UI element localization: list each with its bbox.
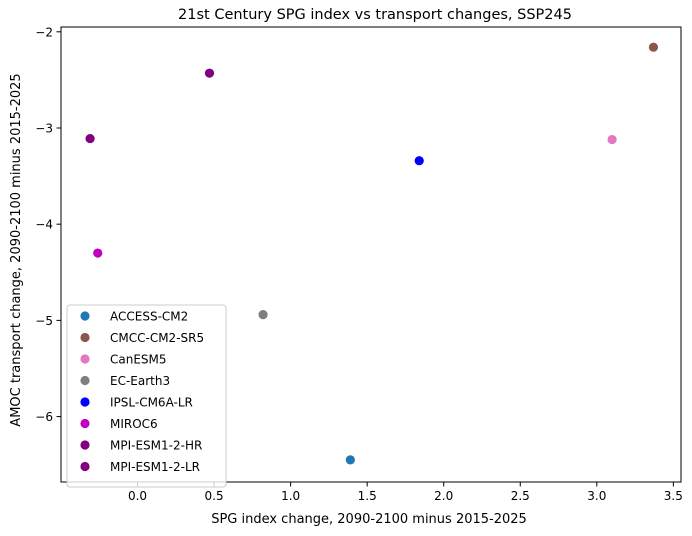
legend: ACCESS-CM2 CMCC-CM2-SR5 CanESM5 EC-Earth3 IP… [66,304,227,488]
point-miroc6 [93,248,103,258]
legend-label: MIROC6 [110,417,158,431]
x-tick-label: 2.5 [511,489,530,503]
x-tick-label: 0.0 [128,489,147,503]
x-tick-label: 1.0 [281,489,300,503]
point-canesm5 [607,134,617,145]
chart-title: 21st Century SPG index vs transport chan… [178,7,572,23]
x-axis-label: SPG index change, 2090-2100 minus 2015-2… [211,512,527,527]
x-tick-label: 2.0 [434,489,453,503]
y-tick-label: −2 [35,25,53,39]
legend-label: CanESM5 [110,353,167,367]
y-tick-label: −3 [35,122,53,136]
legend-marker [80,418,90,429]
point-mpi-esm1-2-lr [204,68,215,78]
legend-label: EC-Earth3 [110,374,170,388]
plot-area [85,42,659,465]
x-tick-label: 0.5 [205,489,224,503]
point-cmcc-cm2-sr5 [648,42,659,52]
y-axis-label: AMOC transport change, 2090-2100 minus 2… [9,73,24,426]
y-tick-label: −4 [35,218,53,232]
point-ipsl-cm6a-lr [414,156,424,166]
legend-marker [80,311,90,321]
y-tick-label: −5 [35,314,53,328]
x-tick-label: 3.0 [587,489,606,503]
legend-box [66,304,227,488]
legend-marker [80,440,90,450]
axes-frame [60,26,682,483]
legend-label: CMCC-CM2-SR5 [110,331,204,345]
legend-marker [80,461,90,472]
legend-label: MPI-ESM1-2-HR [110,439,202,453]
point-access-cm2 [345,455,355,465]
legend-label: MPI-ESM1-2-LR [110,460,200,474]
legend-marker [80,397,90,407]
x-axis: 0.0 0.5 1.0 1.5 2.0 2.5 3.0 3.5 [128,482,683,503]
x-tick-label: 3.5 [664,489,683,503]
y-tick-label: −6 [35,410,53,424]
legend-marker [80,375,90,386]
legend-label: IPSL-CM6A-LR [110,396,193,410]
x-tick-label: 1.5 [358,489,377,503]
legend-label: ACCESS-CM2 [110,310,188,324]
legend-marker [80,354,90,364]
point-ec-earth3 [258,310,268,320]
point-mpi-esm1-2-hr [85,133,95,144]
legend-marker [80,332,90,343]
y-axis: −6 −5 −4 −3 −2 [35,25,61,424]
